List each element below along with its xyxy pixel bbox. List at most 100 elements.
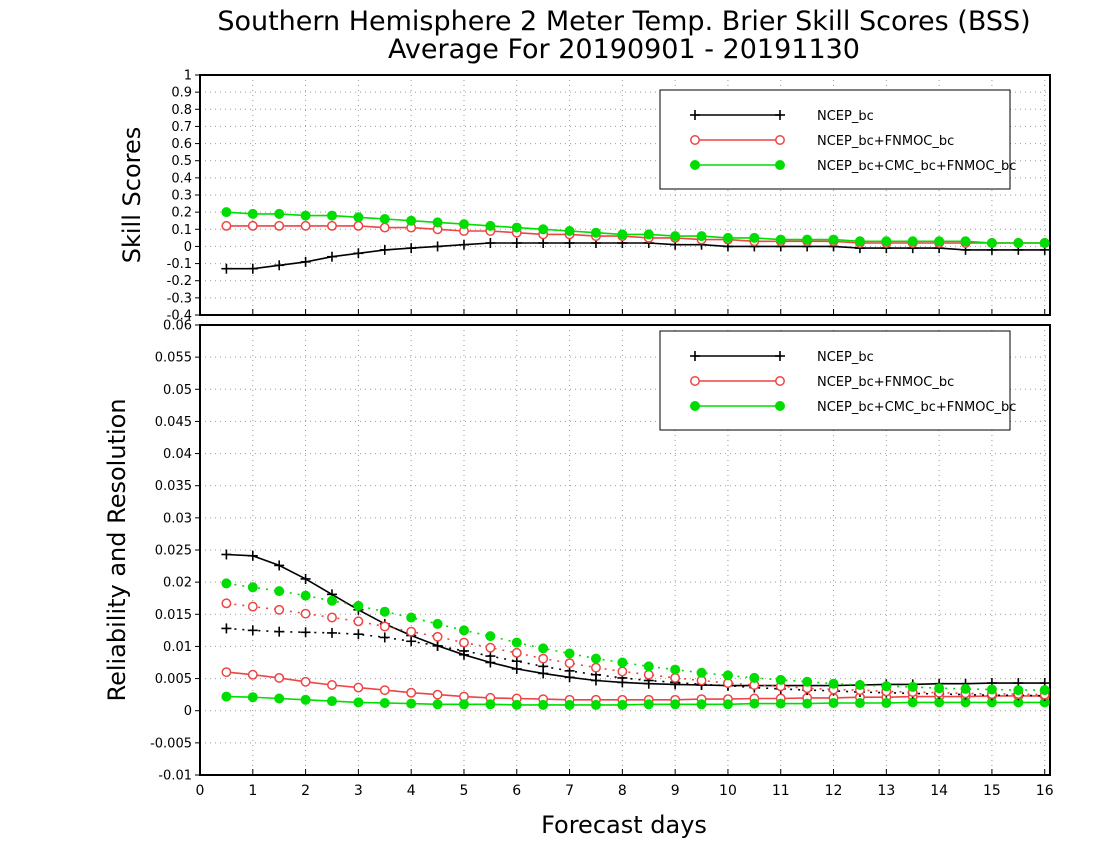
data-point (274, 604, 285, 615)
data-point (458, 645, 469, 656)
data-point (247, 582, 258, 593)
bottom-legend: NCEP_bc NCEP_bc+FNMOC_bc NCEP_bc+CMC_bc+FN… (659, 330, 1016, 431)
top-panel: -0.4 -0.3 -0.2 -0.1 0 0.1 0.2 0.3 0.4 0.5 0.6 0.7 0.… (167, 69, 1051, 324)
data-point (353, 682, 364, 693)
data-point (564, 238, 575, 248)
data-point (749, 672, 760, 683)
data-point (274, 260, 285, 271)
data-point (485, 651, 496, 662)
data-point (1013, 238, 1024, 248)
data-point (458, 239, 469, 250)
data-point (379, 222, 390, 233)
y-tick-label: -0.3 (167, 291, 192, 306)
data-point (986, 684, 997, 695)
data-point (247, 625, 258, 636)
data-point (406, 687, 417, 698)
data-point (274, 626, 285, 637)
data-point (854, 236, 865, 247)
data-point (511, 222, 522, 233)
data-point (802, 676, 813, 687)
y-tick-label: -0.01 (158, 769, 192, 784)
data-point (670, 672, 681, 683)
data-point (274, 693, 285, 704)
data-point (590, 653, 601, 664)
data-point (326, 251, 337, 262)
data-point (221, 220, 232, 231)
y-tick-label: -0.1 (167, 257, 192, 272)
data-point (300, 694, 311, 705)
data-point (379, 685, 390, 696)
data-point (643, 661, 654, 672)
data-point (221, 263, 232, 274)
data-point (247, 220, 258, 231)
data-point (406, 698, 417, 709)
data-point (326, 696, 337, 707)
legend-marker (775, 110, 785, 120)
data-point (300, 608, 311, 619)
data-point (670, 664, 681, 675)
y-tick-label: 0.06 (163, 319, 192, 334)
y-tick-label: 0.8 (171, 103, 192, 118)
legend-marker (690, 351, 700, 361)
x-tick-label: 6 (512, 783, 521, 799)
y-tick-label: 0.1 (171, 223, 192, 238)
y-tick-label: 0.05 (163, 383, 192, 398)
y-tick-label: 0.025 (155, 544, 192, 559)
data-point (326, 210, 337, 221)
legend-marker (690, 110, 700, 120)
data-point (221, 598, 232, 609)
data-point (300, 676, 311, 687)
data-point (775, 698, 786, 709)
data-point (432, 217, 443, 228)
data-point (722, 670, 733, 681)
data-point (881, 698, 892, 708)
data-point (274, 220, 285, 231)
data-point (406, 636, 417, 647)
data-point (564, 699, 575, 710)
x-tick-label: 4 (407, 783, 416, 799)
x-tick-label: 12 (825, 783, 843, 799)
data-point (775, 234, 786, 245)
x-tick-label: 11 (772, 783, 790, 799)
data-point (564, 658, 575, 669)
data-point (274, 586, 285, 597)
x-tick-label: 3 (354, 783, 363, 799)
x-tick-label: 1 (248, 783, 257, 799)
data-point (379, 244, 390, 255)
data-point (432, 631, 443, 642)
data-point (828, 234, 839, 245)
data-point (986, 238, 997, 248)
legend-label: NCEP_bc+FNMOC_bc (817, 375, 954, 390)
data-point (353, 697, 364, 708)
legend-marker (690, 160, 700, 170)
data-point (300, 220, 311, 231)
data-point (538, 238, 549, 248)
data-point (1013, 685, 1024, 696)
y-tick-label: 0.03 (163, 511, 192, 526)
data-point (564, 648, 575, 659)
data-point (617, 699, 628, 710)
y-tick-label: 0 (184, 704, 192, 719)
y-tick-label: 0.015 (155, 608, 192, 623)
y-tick-label: 0.02 (163, 576, 192, 591)
legend-marker (775, 135, 785, 145)
data-point (485, 238, 496, 248)
data-point (327, 220, 337, 231)
data-point (379, 632, 390, 643)
y-tick-label: 0.4 (171, 171, 192, 186)
top-panel-ylabel: Skill Scores (118, 127, 146, 264)
data-point (934, 236, 945, 247)
data-point (353, 220, 364, 231)
data-point (564, 226, 575, 236)
legend-marker (775, 401, 785, 411)
bottom-panel: -0.01 -0.005 0 0.005 0.01 0.015 0.02 0.025 0.03 0… (150, 319, 1054, 800)
y-tick-label: 0.6 (171, 137, 192, 152)
x-tick-label: 5 (460, 783, 469, 799)
x-tick-label: 8 (618, 783, 627, 799)
data-point (538, 699, 549, 710)
data-point (300, 590, 311, 601)
y-tick-label: 0.5 (171, 154, 192, 169)
x-tick-label: 16 (1036, 783, 1054, 799)
data-point (274, 208, 285, 219)
